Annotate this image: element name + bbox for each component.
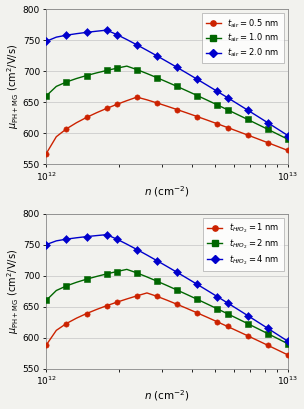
- Legend: $t_{HfO_2} = 1$ nm, $t_{HfO_2} = 2$ nm, $t_{HfO_2} = 4$ nm: $t_{HfO_2} = 1$ nm, $t_{HfO_2} = 2$ nm, …: [203, 218, 284, 271]
- X-axis label: $n$ (cm$^{-2}$): $n$ (cm$^{-2}$): [144, 389, 190, 403]
- Y-axis label: $\mu_{\mathrm{PH+MG}}$ (cm$^2$/V/s): $\mu_{\mathrm{PH+MG}}$ (cm$^2$/V/s): [5, 44, 21, 129]
- Y-axis label: $\mu_{\mathrm{PH+MG}}$ (cm$^2$/V/s): $\mu_{\mathrm{PH+MG}}$ (cm$^2$/V/s): [5, 249, 21, 334]
- Legend: $t_{\mathrm{air}} = 0.5$ nm, $t_{\mathrm{air}} = 1.0$ nm, $t_{\mathrm{air}} = 2.: $t_{\mathrm{air}} = 0.5$ nm, $t_{\mathrm…: [202, 13, 284, 63]
- X-axis label: $n$ (cm$^{-2}$): $n$ (cm$^{-2}$): [144, 184, 190, 199]
